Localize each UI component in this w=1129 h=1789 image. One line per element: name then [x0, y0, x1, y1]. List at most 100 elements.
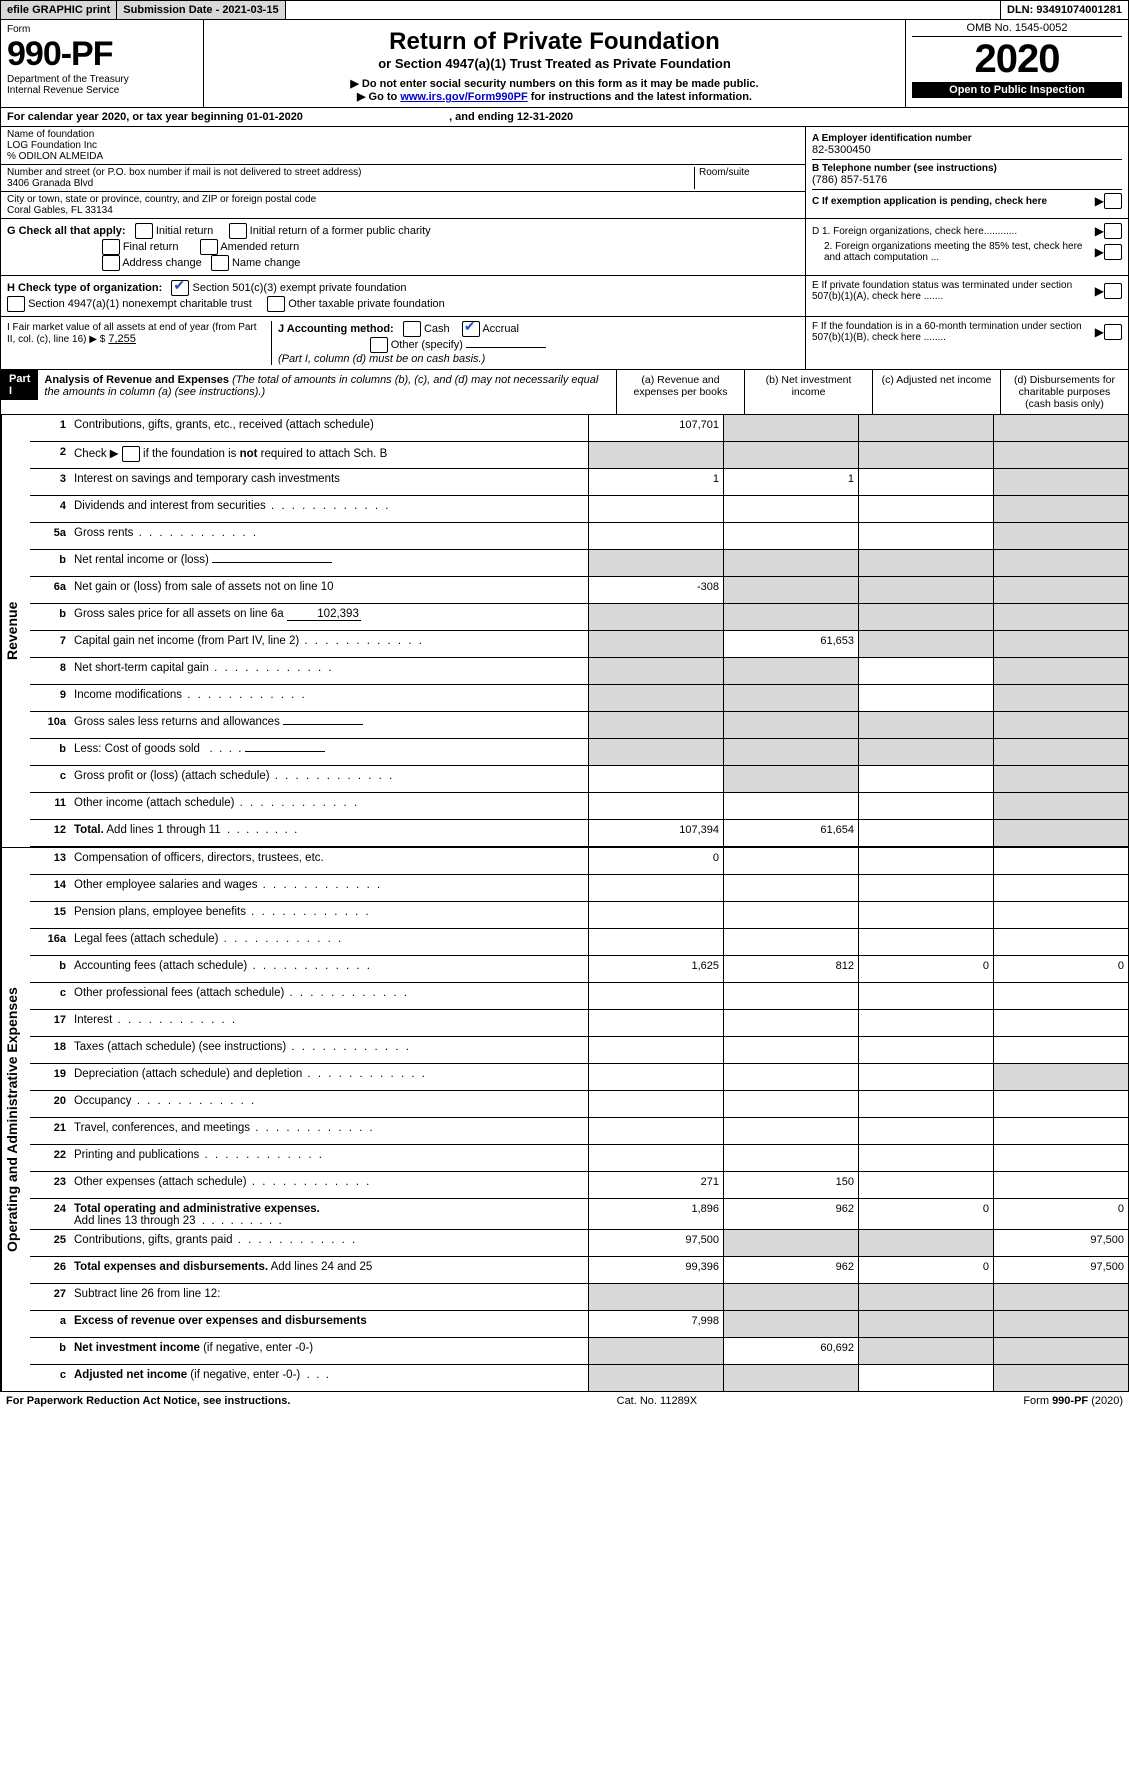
- cb-cash[interactable]: [403, 321, 421, 337]
- row-desc: Capital gain net income (from Part IV, l…: [72, 631, 588, 657]
- care-of: % ODILON ALMEIDA: [7, 151, 799, 162]
- entity-block: Name of foundation LOG Foundation Inc % …: [1, 127, 1128, 219]
- cb-final[interactable]: [102, 239, 120, 255]
- cb-initial[interactable]: [135, 223, 153, 239]
- dept-label: Department of the Treasury: [7, 74, 197, 85]
- cell-c: [858, 631, 993, 657]
- box-f: F If the foundation is in a 60-month ter…: [806, 317, 1128, 369]
- cell-c: [858, 523, 993, 549]
- header-left: Form 990-PF Department of the Treasury I…: [1, 20, 204, 107]
- cell-b: [723, 1284, 858, 1310]
- cell-b: [723, 793, 858, 819]
- cell-b: [723, 1145, 858, 1171]
- cell-b: [723, 875, 858, 901]
- cell-c: [858, 1338, 993, 1364]
- h-label: H Check type of organization:: [7, 282, 162, 294]
- cal-begin: 01-01-2020: [247, 111, 303, 123]
- cell-d: [993, 523, 1128, 549]
- cell-c: [858, 1365, 993, 1391]
- cell-b: [723, 496, 858, 522]
- cb-sch-b[interactable]: [122, 446, 140, 462]
- cb-amended[interactable]: [200, 239, 218, 255]
- cb-4947[interactable]: [7, 296, 25, 312]
- cell-d: [993, 415, 1128, 441]
- omb-number: OMB No. 1545-0052: [912, 22, 1122, 37]
- row-5b: b Net rental income or (loss): [30, 550, 1128, 577]
- cell-c: [858, 577, 993, 603]
- cb-501c3[interactable]: [171, 280, 189, 296]
- cell-c: 0: [858, 1257, 993, 1283]
- dln: DLN: 93491074001281: [1000, 1, 1128, 19]
- e-checkbox[interactable]: [1104, 283, 1122, 299]
- cb-address[interactable]: [102, 255, 120, 271]
- row-num: 10a: [30, 712, 72, 738]
- row-desc: Other professional fees (attach schedule…: [72, 983, 588, 1009]
- row-19: 19 Depreciation (attach schedule) and de…: [30, 1064, 1128, 1091]
- cell-a: [588, 766, 723, 792]
- header: Form 990-PF Department of the Treasury I…: [1, 20, 1128, 108]
- d1-checkbox[interactable]: [1104, 223, 1122, 239]
- cell-c: [858, 658, 993, 684]
- row-num: b: [30, 1338, 72, 1364]
- cell-d: [993, 1311, 1128, 1337]
- f-checkbox[interactable]: [1104, 324, 1122, 340]
- cell-d: 97,500: [993, 1257, 1128, 1283]
- section-h-e: H Check type of organization: Section 50…: [1, 276, 1128, 317]
- row-desc: Excess of revenue over expenses and disb…: [72, 1311, 588, 1337]
- row-8: 8 Net short-term capital gain: [30, 658, 1128, 685]
- cell-c: [858, 415, 993, 441]
- cell-c: [858, 1091, 993, 1117]
- row-desc: Other expenses (attach schedule): [72, 1172, 588, 1198]
- cell-d: [993, 469, 1128, 495]
- row-num: 22: [30, 1145, 72, 1171]
- cb-name-change[interactable]: [211, 255, 229, 271]
- cell-b: [723, 1230, 858, 1256]
- cell-d: [993, 712, 1128, 738]
- cell-b: [723, 658, 858, 684]
- note-link-row: ▶ Go to www.irs.gov/Form990PF for instru…: [210, 90, 899, 103]
- cb-other[interactable]: [370, 337, 388, 353]
- arrow-icon: ▶: [1095, 325, 1104, 339]
- cell-b: [723, 442, 858, 468]
- row-desc: Printing and publications: [72, 1145, 588, 1171]
- cell-d: [993, 1010, 1128, 1036]
- row-4: 4 Dividends and interest from securities: [30, 496, 1128, 523]
- cell-b: [723, 983, 858, 1009]
- row-desc: Total operating and administrative expen…: [72, 1199, 588, 1229]
- section-g-d: G Check all that apply: Initial return I…: [1, 219, 1128, 276]
- addr-label: Number and street (or P.O. box number if…: [7, 167, 694, 178]
- inspection-badge: Open to Public Inspection: [912, 82, 1122, 98]
- h-opt1: Section 501(c)(3) exempt private foundat…: [192, 282, 406, 294]
- phone-value: (786) 857-5176: [812, 174, 1122, 186]
- h-opt3: Other taxable private foundation: [288, 298, 445, 310]
- row-num: b: [30, 604, 72, 630]
- cell-c: [858, 766, 993, 792]
- cell-a: 7,998: [588, 1311, 723, 1337]
- name-row: Name of foundation LOG Foundation Inc % …: [1, 127, 805, 165]
- cb-accrual[interactable]: [462, 321, 480, 337]
- row-num: 7: [30, 631, 72, 657]
- row-6b: b Gross sales price for all assets on li…: [30, 604, 1128, 631]
- city-state-zip: Coral Gables, FL 33134: [7, 205, 799, 216]
- part1-title-text: Analysis of Revenue and Expenses: [44, 374, 229, 386]
- cell-d: [993, 1091, 1128, 1117]
- irs-link[interactable]: www.irs.gov/Form990PF: [400, 91, 527, 103]
- cell-a: 97,500: [588, 1230, 723, 1256]
- d2-checkbox[interactable]: [1104, 244, 1122, 260]
- col-b-head: (b) Net investment income: [745, 370, 873, 414]
- cell-d: [993, 1365, 1128, 1391]
- row-desc: Net short-term capital gain: [72, 658, 588, 684]
- cell-b: 812: [723, 956, 858, 982]
- cb-other-taxable[interactable]: [267, 296, 285, 312]
- c-checkbox[interactable]: [1104, 193, 1122, 209]
- cell-c: [858, 1010, 993, 1036]
- row-desc: Interest on savings and temporary cash i…: [72, 469, 588, 495]
- cb-initial-former[interactable]: [229, 223, 247, 239]
- row-num: 20: [30, 1091, 72, 1117]
- cell-a: 99,396: [588, 1257, 723, 1283]
- tax-year: 2020: [912, 37, 1122, 82]
- row-desc: Less: Cost of goods sold . . . .: [72, 739, 588, 765]
- ein-value: 82-5300450: [812, 144, 1122, 156]
- cell-a: 1: [588, 469, 723, 495]
- part1-badge: Part I: [1, 370, 38, 400]
